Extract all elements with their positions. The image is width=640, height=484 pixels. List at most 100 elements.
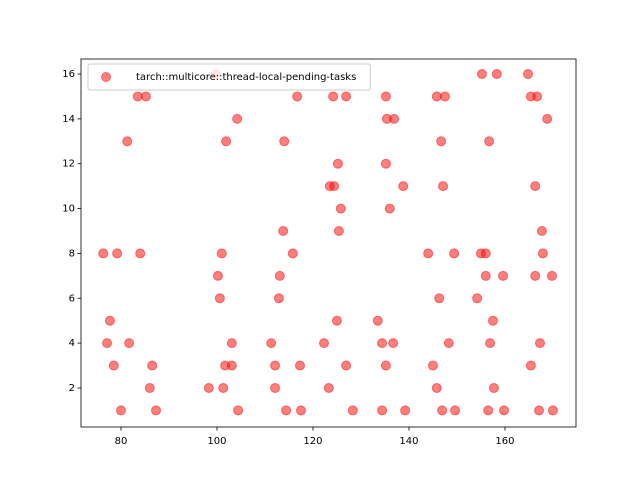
point	[388, 338, 399, 349]
point	[147, 360, 158, 371]
point	[377, 338, 388, 349]
legend-box	[87, 63, 371, 91]
x-tick-label: 100	[207, 436, 226, 447]
legend: tarch::multicore::thread-local-pending-t…	[87, 63, 371, 91]
point	[384, 203, 395, 214]
point	[212, 270, 223, 281]
point	[535, 338, 546, 349]
point	[439, 91, 450, 102]
y-tick-label: 16	[62, 69, 75, 80]
point	[380, 158, 391, 169]
point	[203, 382, 214, 393]
legend-marker	[101, 72, 111, 82]
point	[491, 69, 502, 80]
point	[295, 405, 306, 416]
point	[108, 360, 119, 371]
point	[498, 270, 509, 281]
point	[144, 382, 155, 393]
point	[434, 293, 445, 304]
point	[472, 293, 483, 304]
plot-area	[98, 69, 558, 416]
point	[115, 405, 126, 416]
point	[431, 91, 442, 102]
point	[140, 91, 151, 102]
x-tick-label: 120	[303, 436, 322, 447]
y-tick-label: 8	[69, 248, 75, 259]
point	[331, 315, 342, 326]
point	[335, 203, 346, 214]
point	[534, 405, 545, 416]
point	[281, 405, 292, 416]
point	[319, 338, 330, 349]
point	[347, 405, 358, 416]
point	[98, 248, 109, 259]
point	[287, 248, 298, 259]
point	[450, 405, 461, 416]
point	[400, 405, 411, 416]
point	[530, 181, 541, 192]
point	[273, 293, 284, 304]
point	[274, 270, 285, 281]
point	[485, 338, 496, 349]
point	[135, 248, 146, 259]
y-tick-label: 12	[62, 159, 75, 170]
point	[437, 405, 448, 416]
y-tick-label: 4	[69, 338, 75, 349]
point	[499, 405, 510, 416]
point	[333, 226, 344, 237]
point	[480, 270, 491, 281]
y-tick-label: 10	[62, 204, 75, 215]
point	[270, 382, 281, 393]
y-tick-label: 6	[69, 293, 75, 304]
point	[372, 315, 383, 326]
point	[122, 136, 133, 147]
point	[436, 136, 447, 147]
point	[398, 181, 409, 192]
point	[480, 248, 491, 259]
x-tick-label: 80	[115, 436, 128, 447]
point	[112, 248, 123, 259]
point	[323, 382, 334, 393]
point	[329, 181, 340, 192]
point	[431, 382, 442, 393]
point	[487, 315, 498, 326]
point	[279, 136, 290, 147]
point	[104, 315, 115, 326]
point	[270, 360, 281, 371]
point	[532, 91, 543, 102]
point	[218, 382, 229, 393]
point	[380, 360, 391, 371]
x-tick-label: 140	[399, 436, 418, 447]
y-tick-label: 2	[69, 383, 75, 394]
point	[380, 91, 391, 102]
point	[389, 113, 400, 124]
x-tick-label: 160	[495, 436, 514, 447]
point	[226, 360, 237, 371]
point	[341, 91, 352, 102]
point	[295, 360, 306, 371]
point	[525, 360, 536, 371]
axes-frame	[80, 58, 577, 428]
point	[488, 382, 499, 393]
point	[292, 91, 303, 102]
point	[423, 248, 434, 259]
legend-label: tarch::multicore::thread-local-pending-t…	[136, 72, 356, 83]
point	[233, 405, 244, 416]
point	[547, 270, 558, 281]
point	[232, 113, 243, 124]
point	[216, 248, 227, 259]
point	[443, 338, 454, 349]
point	[483, 405, 494, 416]
point	[547, 405, 558, 416]
point	[542, 113, 553, 124]
point	[536, 226, 547, 237]
point	[151, 405, 162, 416]
point	[530, 270, 541, 281]
point	[332, 158, 343, 169]
point	[341, 360, 352, 371]
y-tick-label: 14	[62, 114, 75, 125]
point	[484, 136, 495, 147]
point	[266, 338, 277, 349]
point	[214, 293, 225, 304]
